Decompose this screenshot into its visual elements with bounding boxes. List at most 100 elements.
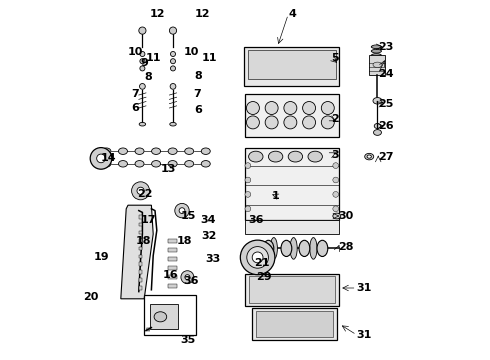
Circle shape <box>175 203 189 218</box>
Bar <box>139 286 143 290</box>
Text: 2: 2 <box>331 114 339 124</box>
Text: 11: 11 <box>202 53 217 63</box>
Bar <box>139 247 143 250</box>
Circle shape <box>137 187 144 194</box>
Ellipse shape <box>201 161 210 167</box>
Text: 35: 35 <box>180 335 196 345</box>
Text: 9: 9 <box>141 58 148 68</box>
Text: 22: 22 <box>137 189 152 199</box>
Ellipse shape <box>371 54 381 57</box>
Ellipse shape <box>151 148 161 154</box>
Text: 16: 16 <box>162 270 178 280</box>
Text: 14: 14 <box>101 153 117 163</box>
Text: 27: 27 <box>378 152 393 162</box>
Polygon shape <box>121 205 153 299</box>
Ellipse shape <box>371 49 381 53</box>
Text: 10: 10 <box>128 47 144 57</box>
Ellipse shape <box>373 62 382 68</box>
Ellipse shape <box>185 161 194 167</box>
Circle shape <box>140 59 145 64</box>
Ellipse shape <box>365 153 374 160</box>
Ellipse shape <box>333 213 341 219</box>
Text: 12: 12 <box>195 9 210 19</box>
Text: 11: 11 <box>146 53 162 63</box>
Bar <box>144 295 196 335</box>
Text: 33: 33 <box>205 254 221 264</box>
Text: 18: 18 <box>176 236 192 246</box>
Bar <box>168 239 176 243</box>
Circle shape <box>252 252 263 263</box>
Bar <box>245 94 339 137</box>
Circle shape <box>265 102 278 114</box>
Bar <box>139 231 143 234</box>
Bar <box>139 278 143 282</box>
Circle shape <box>181 271 194 284</box>
Text: 17: 17 <box>141 215 156 225</box>
Circle shape <box>179 208 185 213</box>
Text: 32: 32 <box>202 231 217 241</box>
Text: 31: 31 <box>357 283 372 293</box>
Circle shape <box>321 102 334 114</box>
Text: 34: 34 <box>200 215 216 225</box>
Bar <box>168 266 176 270</box>
Circle shape <box>139 27 146 34</box>
Text: 19: 19 <box>94 252 109 262</box>
Ellipse shape <box>135 148 144 154</box>
Circle shape <box>245 163 251 168</box>
Circle shape <box>132 182 149 200</box>
Text: 15: 15 <box>180 211 196 221</box>
Text: 29: 29 <box>256 272 271 282</box>
Text: 18: 18 <box>135 236 151 246</box>
Ellipse shape <box>269 151 283 162</box>
Text: 7: 7 <box>193 89 200 99</box>
Circle shape <box>245 206 251 212</box>
Bar <box>245 220 339 234</box>
Circle shape <box>170 27 176 34</box>
Bar <box>369 55 386 75</box>
Bar <box>139 270 143 274</box>
Text: 4: 4 <box>288 9 296 19</box>
Ellipse shape <box>102 161 111 167</box>
Bar <box>139 239 143 242</box>
Text: 24: 24 <box>378 69 394 79</box>
Text: 36: 36 <box>248 215 264 225</box>
Circle shape <box>140 84 145 89</box>
Text: 20: 20 <box>83 292 98 302</box>
Circle shape <box>333 206 339 212</box>
Text: 23: 23 <box>378 42 393 52</box>
Circle shape <box>185 275 190 280</box>
Circle shape <box>333 163 339 168</box>
Text: 12: 12 <box>149 9 165 19</box>
Circle shape <box>265 116 278 129</box>
Circle shape <box>140 51 145 57</box>
Ellipse shape <box>317 240 328 256</box>
Ellipse shape <box>281 240 292 256</box>
Bar <box>256 311 333 337</box>
Bar <box>244 47 339 86</box>
Ellipse shape <box>290 238 297 259</box>
Ellipse shape <box>308 151 322 162</box>
Ellipse shape <box>201 148 210 154</box>
Circle shape <box>171 66 175 71</box>
Ellipse shape <box>263 240 274 256</box>
Circle shape <box>284 116 297 129</box>
Ellipse shape <box>168 161 177 167</box>
Ellipse shape <box>139 122 146 126</box>
Ellipse shape <box>374 123 381 129</box>
Text: 6: 6 <box>195 105 202 115</box>
Ellipse shape <box>168 148 177 154</box>
Circle shape <box>247 247 269 268</box>
Circle shape <box>303 102 316 114</box>
Text: 10: 10 <box>184 47 199 57</box>
Ellipse shape <box>170 122 176 126</box>
Text: 28: 28 <box>339 242 354 252</box>
Circle shape <box>246 116 259 129</box>
Bar <box>168 257 176 261</box>
Text: 21: 21 <box>254 258 270 268</box>
Ellipse shape <box>102 148 111 154</box>
Ellipse shape <box>288 151 303 162</box>
Text: 5: 5 <box>331 53 339 63</box>
Bar <box>168 248 176 252</box>
Circle shape <box>170 84 176 89</box>
Ellipse shape <box>367 155 371 158</box>
